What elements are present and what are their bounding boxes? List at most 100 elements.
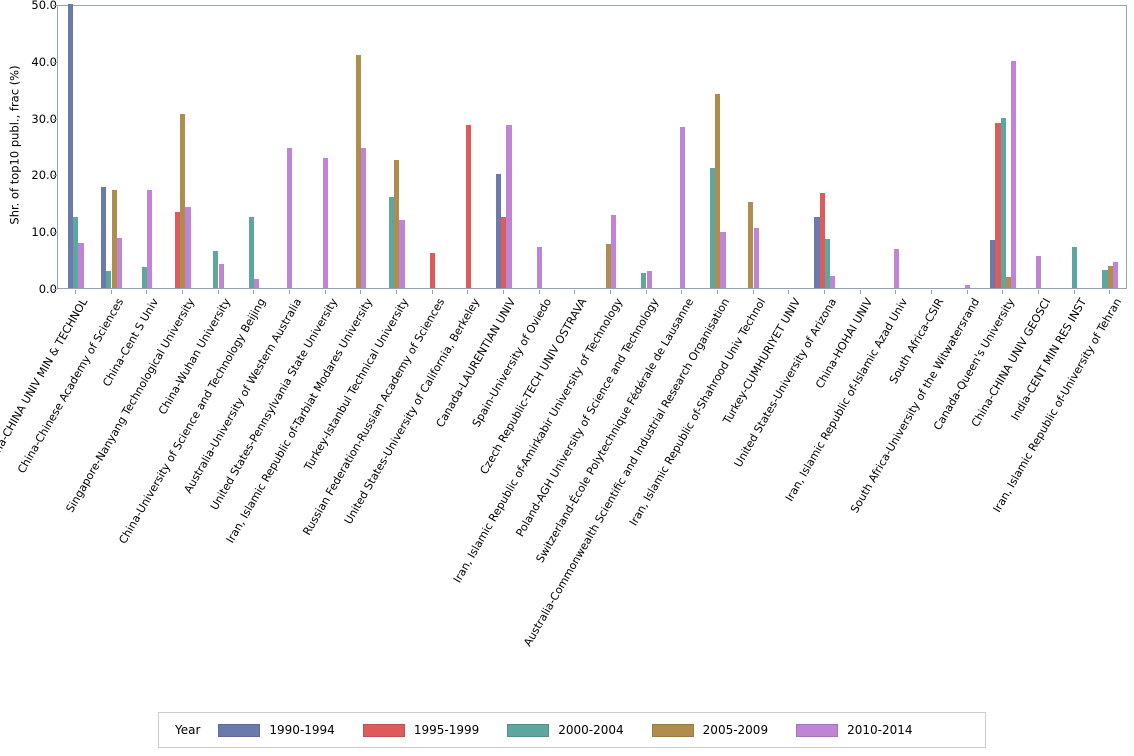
- legend-swatch: [507, 723, 550, 737]
- bar: [715, 93, 721, 288]
- y-tick-label: 20.0: [31, 168, 57, 183]
- x-tick-label-text: Iran, Islamic Republic of-Shahrood Univ …: [626, 296, 768, 529]
- bar: [101, 186, 107, 288]
- x-tick-mark: [181, 290, 183, 294]
- bar: [1071, 247, 1078, 288]
- x-tick-mark: [395, 290, 397, 294]
- legend-label: 2010-2014: [847, 723, 913, 737]
- bar: [185, 206, 191, 288]
- bar: [287, 148, 293, 288]
- legend-entries: 1990-1994 1995-1999 2000-2004 2005-2009 2010…: [218, 723, 940, 737]
- y-tick-label: 0.0: [38, 282, 57, 296]
- bar: [394, 159, 400, 288]
- x-tick-mark: [752, 290, 754, 294]
- bar: [536, 247, 543, 288]
- bar: [893, 248, 899, 288]
- bar: [641, 272, 647, 288]
- y-tick-mark: [53, 232, 57, 234]
- x-tick-mark: [360, 290, 362, 294]
- bar: [78, 243, 84, 288]
- x-tick-mark: [431, 290, 433, 294]
- bar: [106, 270, 112, 288]
- bar: [68, 4, 74, 288]
- bar: [1107, 266, 1113, 288]
- legend-entry[interactable]: 2010-2014: [796, 723, 913, 737]
- y-tick-mark: [53, 61, 57, 63]
- x-tick-mark: [146, 290, 148, 294]
- bar: [111, 189, 117, 288]
- legend: Year 1990-1994 1995-1999 2000-2004 2005-200…: [158, 712, 986, 748]
- bar: [753, 227, 759, 288]
- bar: [389, 197, 395, 288]
- x-tick-mark: [930, 290, 932, 294]
- x-tick-mark: [823, 290, 825, 294]
- bar: [830, 276, 836, 288]
- x-tick-mark: [538, 290, 540, 294]
- plot-area: [57, 4, 1127, 289]
- legend-label: 2000-2004: [558, 723, 624, 737]
- legend-entry[interactable]: 1990-1994: [218, 723, 335, 737]
- x-tick-mark: [859, 290, 861, 294]
- x-tick-mark: [324, 290, 326, 294]
- bar: [710, 167, 716, 288]
- bar: [814, 217, 820, 288]
- y-tick-label: 10.0: [31, 225, 57, 240]
- legend-label: 2005-2009: [702, 723, 769, 737]
- bar: [1000, 117, 1006, 288]
- bar: [506, 124, 512, 288]
- bar: [720, 231, 726, 288]
- x-tick-mark: [1073, 290, 1075, 294]
- x-tick-mark: [217, 290, 219, 294]
- x-tick-mark: [788, 290, 790, 294]
- bar: [116, 238, 122, 288]
- bar: [218, 264, 224, 288]
- legend-entry[interactable]: 2005-2009: [651, 723, 769, 737]
- x-tick-mark: [1109, 290, 1111, 294]
- y-tick-mark: [53, 289, 57, 290]
- bar: [180, 114, 186, 288]
- x-tick-mark: [110, 290, 112, 294]
- bar: [646, 270, 652, 288]
- bar: [73, 217, 79, 288]
- bar: [1112, 261, 1118, 288]
- x-tick-mark: [467, 290, 469, 294]
- legend-swatch: [362, 723, 405, 737]
- bar: [213, 250, 219, 288]
- bar: [141, 266, 148, 288]
- bar: [990, 239, 996, 288]
- x-tick-mark: [716, 290, 718, 294]
- bar: [496, 174, 502, 288]
- x-tick-label-text: Iran, Islamic Republic of-Amirkabir Univ…: [450, 296, 626, 586]
- x-tick-mark: [253, 290, 255, 294]
- legend-entry[interactable]: 1995-1999: [362, 723, 480, 737]
- x-tick-mark: [1037, 290, 1039, 294]
- x-tick-label-text: United States-University of California, …: [341, 296, 483, 527]
- y-tick-mark: [53, 5, 57, 6]
- y-tick-label: 40.0: [31, 54, 57, 69]
- bar: [322, 157, 329, 288]
- legend-entry[interactable]: 2000-2004: [507, 723, 624, 737]
- x-tick-mark: [574, 290, 576, 294]
- x-tick-mark: [74, 290, 76, 294]
- bar: [819, 193, 825, 288]
- y-tick-mark: [53, 118, 57, 120]
- legend-swatch: [651, 723, 694, 737]
- bar: [679, 126, 685, 288]
- x-tick-mark: [288, 290, 290, 294]
- bar: [995, 123, 1001, 288]
- x-tick-mark: [681, 290, 683, 294]
- bar: [429, 252, 436, 288]
- bar: [175, 212, 181, 288]
- y-tick-mark: [53, 175, 57, 177]
- bar: [501, 217, 507, 288]
- bars-layer: [58, 4, 1126, 288]
- legend-label: 1995-1999: [413, 723, 480, 737]
- legend-title: Year: [175, 723, 201, 737]
- x-tick-mark: [1002, 290, 1004, 294]
- legend-swatch: [796, 723, 839, 737]
- bar: [399, 219, 405, 288]
- bar: [1102, 269, 1108, 288]
- y-tick-label: 50.0: [31, 0, 57, 12]
- legend-swatch: [218, 723, 261, 737]
- y-tick-label: 30.0: [31, 111, 57, 126]
